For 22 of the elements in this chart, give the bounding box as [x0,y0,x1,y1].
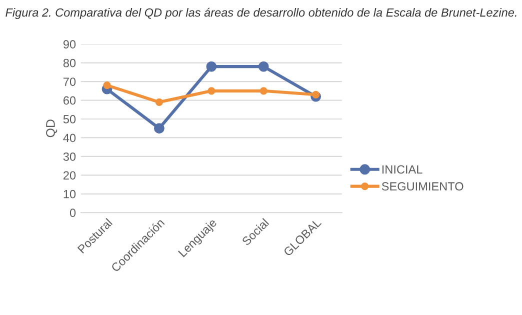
y-axis-title: QD [46,120,58,138]
y-tick-label: 10 [64,190,76,198]
point [258,61,269,72]
y-tick-label: 90 [63,40,76,48]
point [103,81,111,90]
y-tick-label: 0 [70,208,76,218]
y-tick-label: 80 [63,58,76,68]
y-tick-label: 50 [63,115,76,124]
point [206,61,217,72]
legend-label: INICIAL [382,165,422,174]
point [155,98,164,106]
y-tick-label: 20 [64,171,76,180]
point [154,123,164,134]
y-tick-label: 60 [64,96,76,105]
y-tick-label: 30 [63,152,76,161]
y-tick-label: 70 [64,78,76,86]
legend-label: SEGUIMIENTO [382,182,464,191]
point [208,87,216,95]
point [260,87,268,95]
y-tick-label: 40 [63,134,76,142]
chart-title: Figura 2. Comparativa del QD por las áreas de desarrollo obtenido de la Escala de Brunet-Lezine. [6,8,516,20]
point [312,90,320,98]
